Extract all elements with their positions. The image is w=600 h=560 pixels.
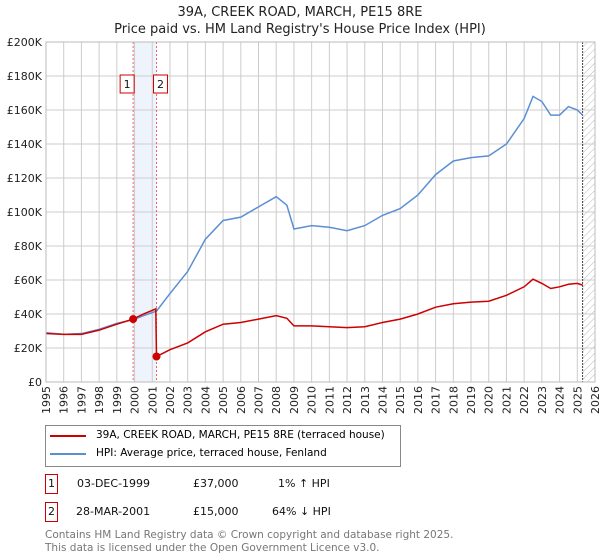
sale-price: £37,000 [193,477,239,490]
x-tick-label: 2007 [253,386,266,414]
x-tick-label: 2018 [447,386,460,414]
legend-item-hpi: HPI: Average price, terraced house, Fenl… [50,447,327,460]
x-tick-label: 2013 [359,386,372,414]
legend-label: HPI: Average price, terraced house, Fenl… [96,447,327,459]
y-tick-label: £160K [7,104,43,117]
y-tick-label: £60K [14,274,43,287]
x-tick-label: 1995 [40,386,53,414]
x-tick-label: 2003 [182,386,195,414]
footer-line: This data is licensed under the Open Gov… [45,542,380,554]
sale-badge: 2 [45,502,58,522]
x-tick-label: 2011 [323,386,336,414]
sale-price: £15,000 [193,505,239,518]
sale-date: 28-MAR-2001 [76,505,151,518]
y-tick-label: £180K [7,70,43,83]
legend-swatch-blue [50,452,86,455]
x-tick-label: 2026 [589,386,600,414]
x-tick-label: 2008 [270,386,283,414]
x-tick-label: 2020 [483,386,496,414]
x-tick-label: 2021 [500,386,513,414]
y-tick-label: £0 [28,376,42,389]
x-tick-label: 2000 [129,386,142,414]
footer-line: Contains HM Land Registry data © Crown c… [45,529,454,541]
sale-label: 2 [157,78,164,91]
x-tick-label: 2009 [288,386,301,414]
legend-label: 39A, CREEK ROAD, MARCH, PE15 8RE (terrac… [96,429,385,441]
series-line-property [45,278,583,358]
x-tick-label: 1996 [58,386,71,414]
sale-badge: 1 [45,474,58,494]
x-tick-label: 2001 [146,386,159,414]
plot-frame [45,41,596,383]
x-tick-label: 2022 [518,386,531,414]
x-tick-label: 2004 [199,386,212,414]
sale-date: 03-DEC-1999 [77,477,151,490]
legend-swatch-red [50,434,86,437]
x-tick-label: 2014 [376,386,389,414]
y-tick-label: £20K [14,342,43,355]
y-tick-label: £80K [14,240,43,253]
sale-label-box [119,74,135,94]
x-tick-label: 1998 [93,386,106,414]
sale-hpi: 1% ↑ HPI [278,477,330,490]
x-tick-label: 2023 [536,386,549,414]
x-tick-label: 2017 [430,386,443,414]
y-tick-label: £140K [7,138,43,151]
chart-title: 39A, CREEK ROAD, MARCH, PE15 8RE [177,5,423,20]
sale-point [129,315,138,324]
sale-label-box [153,74,169,94]
x-tick-label: 1999 [111,386,124,414]
legend-item-property: 39A, CREEK ROAD, MARCH, PE15 8RE (terrac… [50,429,385,442]
x-tick-label: 2010 [306,386,319,414]
x-tick-label: 2016 [412,386,425,414]
x-tick-label: 1997 [75,386,88,414]
plot-area: 1995 1996 1997 1998 1999 2000 2001 2002 2003 2004… [7,36,600,414]
x-tick-label: 2012 [341,386,354,414]
footer: Contains HM Land Registry data © Crown c… [45,529,453,555]
y-tick-label: £40K [14,308,43,321]
series-line-hpi [45,95,584,336]
x-tick-label: 2002 [164,386,177,414]
sale-hpi: 64% ↓ HPI [272,505,331,518]
y-tick-label: £100K [7,206,43,219]
y-tick-label: £120K [7,172,43,185]
x-tick-label: 2006 [235,386,248,414]
sale-point [152,352,161,361]
y-tick-label: £200K [7,36,43,49]
x-tick-label: 2019 [465,386,478,414]
x-tick-label: 2024 [554,386,567,414]
x-tick-label: 2005 [217,386,230,414]
chart-subtitle: Price paid vs. HM Land Registry's House … [114,22,486,37]
x-tick-label: 2015 [394,386,407,414]
legend: 39A, CREEK ROAD, MARCH, PE15 8RE (terrac… [45,425,401,467]
x-tick-label: 2025 [571,386,584,414]
sale-label: 1 [124,78,131,91]
